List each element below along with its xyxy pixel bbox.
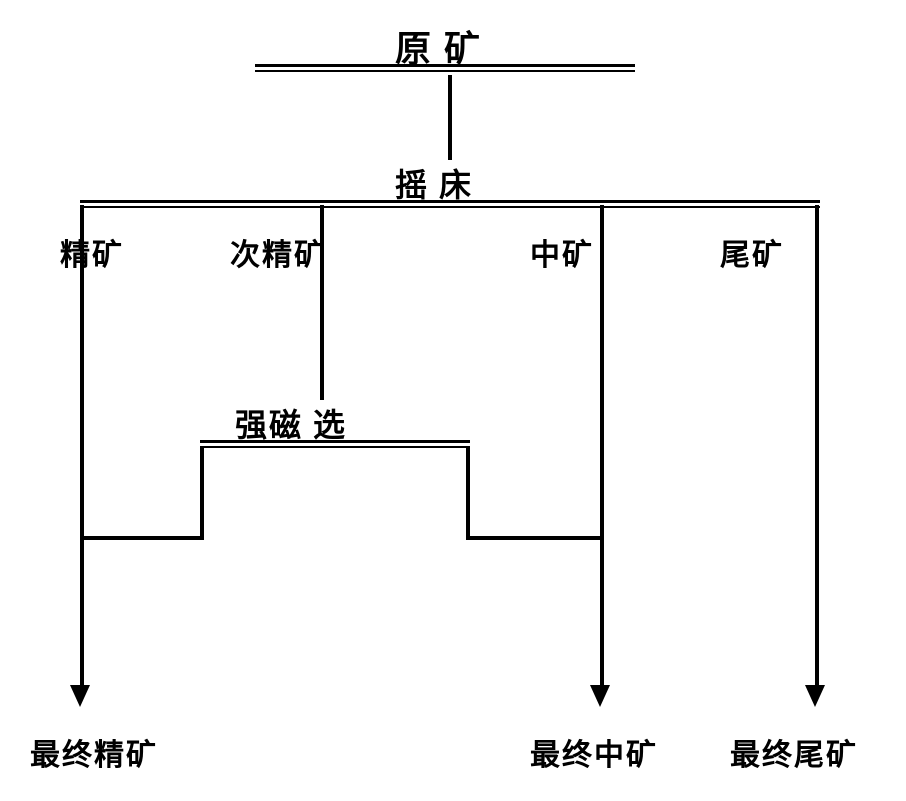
edge-mag-left-to-conc-h: [80, 536, 204, 540]
arrow-final-tail: [805, 685, 825, 707]
edge-shake-to-conc-v: [80, 205, 84, 685]
edge-mag-left-v: [200, 448, 204, 540]
node-final-mid: 最终中矿: [530, 730, 658, 774]
underline-bot-raw_ore: [255, 70, 635, 72]
underline-top-mag_sep: [200, 440, 470, 443]
edge-raw-to-shake: [448, 75, 452, 160]
edge-shake-to-tail-v: [815, 205, 819, 685]
edge-mag-right-v: [466, 448, 470, 540]
node-concentrate: 精矿: [60, 230, 124, 274]
node-tailings: 尾矿: [720, 230, 784, 274]
node-final-tail: 最终尾矿: [730, 730, 858, 774]
arrow-final-conc: [70, 685, 90, 707]
edge-mag-right-to-mid-h: [466, 536, 604, 540]
arrow-final-mid: [590, 685, 610, 707]
underline-bot-shaking_table: [80, 206, 820, 208]
flowchart-canvas: { "diagram": { "type": "flowchart", "bac…: [0, 0, 906, 801]
node-final-conc: 最终精矿: [30, 730, 158, 774]
node-sub-conc: 次精矿: [230, 230, 326, 274]
underline-top-raw_ore: [255, 64, 635, 67]
underline-top-shaking_table: [80, 200, 820, 203]
edge-shake-to-subconc-v: [320, 205, 324, 400]
node-middling: 中矿: [530, 230, 594, 274]
underline-bot-mag_sep: [200, 446, 470, 448]
edge-shake-to-mid-v: [600, 205, 604, 685]
